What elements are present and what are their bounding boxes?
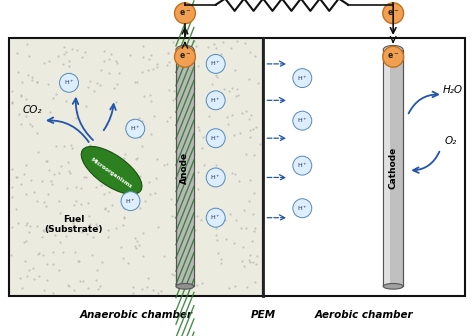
Text: H$^+$: H$^+$ <box>210 213 221 222</box>
Text: O₂: O₂ <box>445 136 457 146</box>
Text: Anode: Anode <box>181 152 190 184</box>
Text: H$^+$: H$^+$ <box>64 78 74 87</box>
Text: Microorganisms: Microorganisms <box>90 157 133 189</box>
Circle shape <box>206 129 225 148</box>
Circle shape <box>293 111 312 130</box>
Circle shape <box>293 199 312 218</box>
Circle shape <box>174 46 195 67</box>
Text: Aerobic chamber: Aerobic chamber <box>315 310 413 320</box>
Text: H₂O: H₂O <box>442 85 462 95</box>
Text: H$^+$: H$^+$ <box>130 124 141 133</box>
Text: Fuel
(Substrate): Fuel (Substrate) <box>45 215 103 235</box>
Text: H$^+$: H$^+$ <box>210 59 221 68</box>
Ellipse shape <box>383 284 403 289</box>
Text: H$^+$: H$^+$ <box>125 197 136 206</box>
Text: H$^+$: H$^+$ <box>210 173 221 182</box>
Text: H$^+$: H$^+$ <box>297 204 308 213</box>
Ellipse shape <box>81 146 142 194</box>
Circle shape <box>126 119 145 138</box>
Circle shape <box>293 156 312 175</box>
Bar <box>383 50 403 286</box>
Circle shape <box>206 168 225 187</box>
Ellipse shape <box>176 45 194 54</box>
Bar <box>383 50 403 286</box>
Text: H$^+$: H$^+$ <box>210 96 221 105</box>
Text: H$^+$: H$^+$ <box>297 116 308 125</box>
Ellipse shape <box>176 284 194 289</box>
Circle shape <box>383 46 403 67</box>
Text: H$^+$: H$^+$ <box>297 74 308 83</box>
Bar <box>9 38 263 296</box>
Circle shape <box>206 54 225 73</box>
Text: PEM: PEM <box>250 310 275 320</box>
Bar <box>176 50 194 286</box>
Circle shape <box>383 3 403 24</box>
Text: Anaerobic chamber: Anaerobic chamber <box>80 310 192 320</box>
Bar <box>176 50 194 286</box>
Bar <box>263 38 465 296</box>
Text: Cathode: Cathode <box>389 147 398 189</box>
Circle shape <box>206 208 225 227</box>
Circle shape <box>206 91 225 110</box>
Circle shape <box>121 192 140 211</box>
Text: e$^-$: e$^-$ <box>387 51 399 61</box>
Text: H$^+$: H$^+$ <box>297 161 308 170</box>
Text: CO₂: CO₂ <box>23 105 42 115</box>
Bar <box>383 50 390 286</box>
Circle shape <box>174 3 195 24</box>
Text: e$^-$: e$^-$ <box>179 8 191 17</box>
Circle shape <box>60 73 79 92</box>
Text: e$^-$: e$^-$ <box>179 51 191 61</box>
Circle shape <box>293 69 312 88</box>
Ellipse shape <box>383 45 403 54</box>
Text: e$^-$: e$^-$ <box>387 8 399 17</box>
Text: H$^+$: H$^+$ <box>210 134 221 143</box>
